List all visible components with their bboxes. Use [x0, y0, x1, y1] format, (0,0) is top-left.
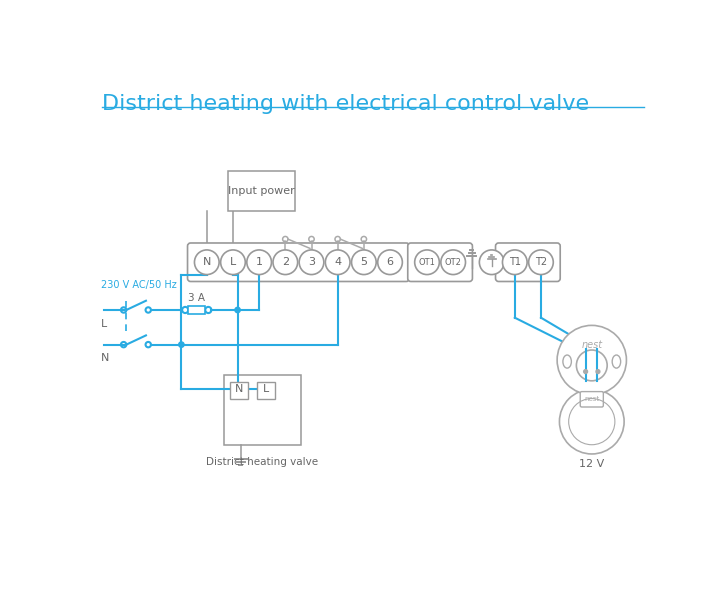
Text: 230 V AC/50 Hz: 230 V AC/50 Hz — [100, 280, 176, 290]
Circle shape — [559, 389, 624, 454]
Circle shape — [584, 369, 587, 374]
Text: N: N — [100, 353, 109, 364]
Circle shape — [247, 250, 272, 274]
Circle shape — [194, 250, 219, 274]
Bar — [228, 172, 296, 211]
Circle shape — [235, 307, 240, 312]
Text: nest: nest — [581, 340, 602, 350]
Bar — [223, 375, 301, 445]
Bar — [230, 381, 248, 399]
Text: 3 A: 3 A — [189, 293, 205, 303]
Text: N: N — [202, 257, 211, 267]
Text: N: N — [235, 384, 243, 394]
Text: L: L — [230, 257, 236, 267]
FancyBboxPatch shape — [580, 391, 604, 407]
Text: nest: nest — [584, 396, 599, 402]
Circle shape — [178, 342, 184, 347]
Circle shape — [352, 250, 376, 274]
Circle shape — [577, 350, 607, 381]
Text: OT2: OT2 — [445, 258, 462, 267]
Text: 12 V: 12 V — [579, 459, 604, 469]
Circle shape — [325, 250, 350, 274]
Circle shape — [221, 250, 245, 274]
FancyBboxPatch shape — [496, 243, 561, 282]
Text: T2: T2 — [535, 257, 547, 267]
Ellipse shape — [563, 355, 571, 368]
FancyBboxPatch shape — [408, 243, 472, 282]
Text: District heating with electrical control valve: District heating with electrical control… — [102, 94, 589, 115]
Text: Input power: Input power — [228, 187, 295, 197]
Text: OT1: OT1 — [419, 258, 435, 267]
Circle shape — [441, 250, 465, 274]
Text: 1: 1 — [256, 257, 263, 267]
Text: 2: 2 — [282, 257, 289, 267]
Circle shape — [479, 250, 504, 274]
Text: District heating valve: District heating valve — [206, 457, 318, 467]
Text: L: L — [100, 319, 107, 329]
Text: 6: 6 — [387, 257, 394, 267]
Circle shape — [502, 250, 527, 274]
Text: 5: 5 — [360, 257, 368, 267]
Circle shape — [415, 250, 439, 274]
Text: T1: T1 — [509, 257, 521, 267]
Circle shape — [529, 250, 553, 274]
Text: 3: 3 — [308, 257, 315, 267]
Circle shape — [273, 250, 298, 274]
Bar — [189, 306, 205, 314]
Text: 4: 4 — [334, 257, 341, 267]
Ellipse shape — [612, 355, 621, 368]
Circle shape — [378, 250, 403, 274]
Bar — [257, 381, 275, 399]
Circle shape — [596, 369, 600, 374]
Text: L: L — [263, 384, 269, 394]
FancyBboxPatch shape — [188, 243, 409, 282]
Circle shape — [299, 250, 324, 274]
Circle shape — [557, 326, 626, 394]
